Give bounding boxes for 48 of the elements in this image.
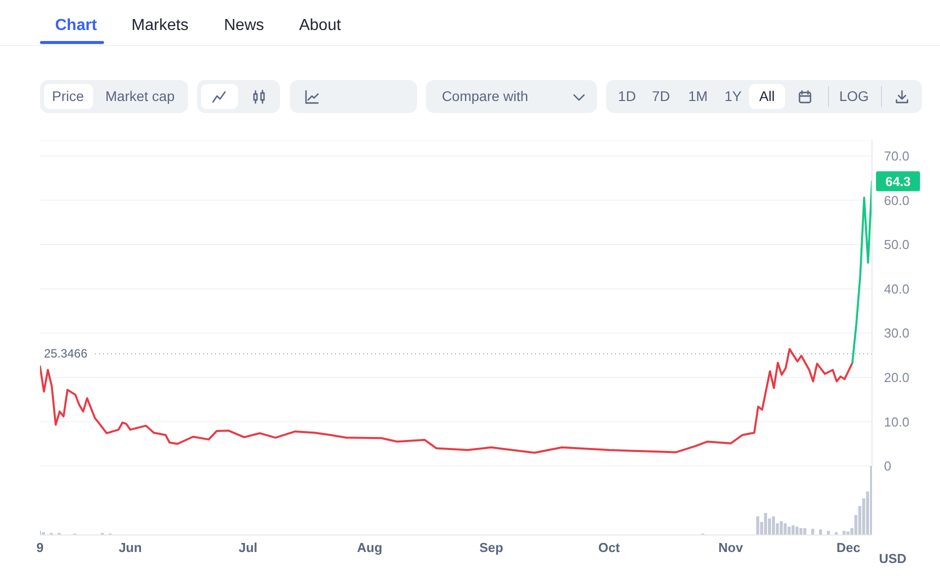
y-tick-label: 20.0 xyxy=(884,370,910,386)
bar xyxy=(834,532,838,535)
x-tick-label: Jul xyxy=(238,540,258,556)
bar xyxy=(42,532,45,535)
text: 1M xyxy=(688,88,708,104)
bar xyxy=(764,512,768,535)
y-tick-label: 0 xyxy=(884,458,892,474)
bar xyxy=(792,525,795,535)
data-label: 64.3 xyxy=(885,174,911,190)
bar xyxy=(795,526,798,535)
y-tick-label: 60.0 xyxy=(884,192,910,208)
text: All xyxy=(759,88,775,104)
bar xyxy=(788,526,791,535)
x-tick-label: Nov xyxy=(718,540,744,556)
line-series xyxy=(851,180,872,364)
text: 1Y xyxy=(724,88,742,104)
bar xyxy=(780,521,783,535)
x-tick-label: Jun xyxy=(118,540,142,556)
x-tick-label: 9 xyxy=(36,540,44,556)
y-tick-label: 70.0 xyxy=(884,148,910,164)
text: Markets xyxy=(132,17,188,35)
y-tick-label: 50.0 xyxy=(884,237,910,252)
y-tick-label: 10.0 xyxy=(884,414,910,430)
bar xyxy=(799,528,802,535)
y-tick-label: 30.0 xyxy=(884,326,910,341)
text: Market cap xyxy=(105,88,175,104)
bar xyxy=(803,528,806,535)
x-tick-label: Dec xyxy=(836,540,860,556)
text: About xyxy=(299,17,341,35)
bar xyxy=(756,516,760,535)
text: LOG xyxy=(839,88,869,104)
line-series xyxy=(40,348,854,454)
text: Chart xyxy=(55,17,97,35)
ref-line-label: 25.3466 xyxy=(44,346,88,361)
text: Price xyxy=(52,88,84,104)
bar xyxy=(772,516,775,535)
bar xyxy=(870,466,872,535)
x-tick-label: Sep xyxy=(479,540,504,556)
bar xyxy=(784,523,787,535)
text: 7D xyxy=(652,88,670,104)
x-tick-label: Oct xyxy=(598,540,621,556)
text: News xyxy=(224,17,264,35)
y-tick-label: 40.0 xyxy=(884,281,910,296)
text: USD xyxy=(879,551,906,566)
text: Compare with xyxy=(442,88,528,104)
bar xyxy=(819,529,822,535)
text: 1D xyxy=(618,88,636,104)
x-tick-label: Aug xyxy=(357,540,382,556)
